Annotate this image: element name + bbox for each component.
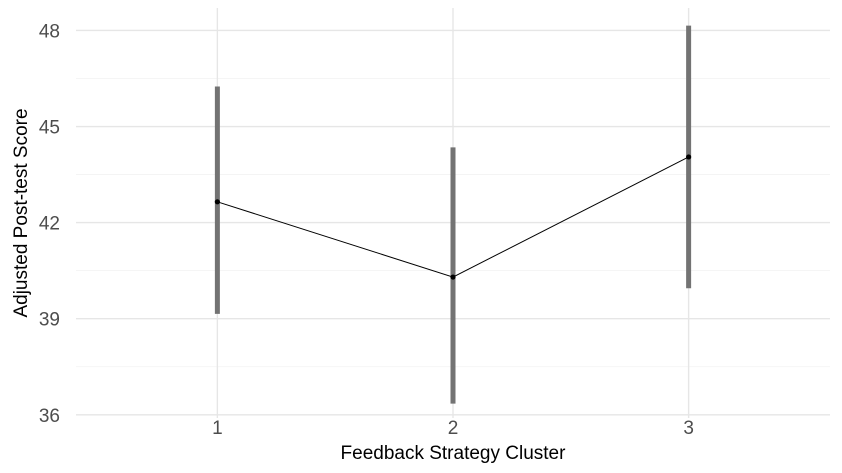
y-axis-title: Adjusted Post-test Score: [11, 108, 32, 317]
y-tick-labels: 36 39 42 45 48: [39, 21, 60, 426]
x-tick-label: 1: [212, 418, 223, 439]
data-point: [686, 154, 692, 160]
x-axis-title: Feedback Strategy Cluster: [341, 443, 567, 464]
x-tick-label: 2: [448, 418, 459, 439]
y-tick-label: 42: [39, 214, 60, 235]
y-tick-label: 48: [39, 21, 60, 42]
data-point: [214, 199, 220, 205]
data-points: [214, 154, 692, 280]
x-tick-labels: 1 2 3: [212, 418, 694, 439]
y-tick-label: 39: [39, 310, 60, 331]
x-tick-label: 3: [683, 418, 694, 439]
y-tick-label: 36: [39, 406, 60, 427]
y-tick-label: 45: [39, 118, 60, 139]
data-point: [450, 274, 456, 280]
